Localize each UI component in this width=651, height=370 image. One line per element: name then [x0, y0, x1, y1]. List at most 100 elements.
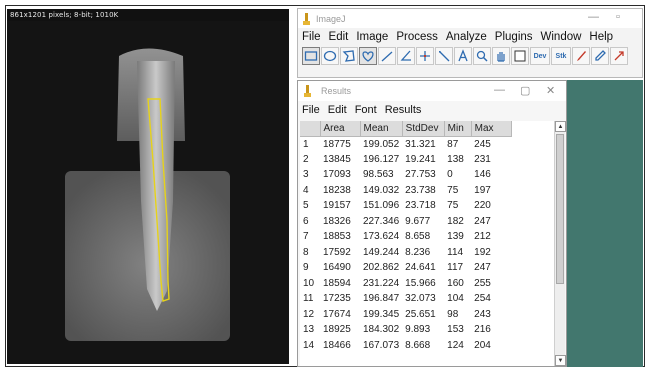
- arrow-tool-icon[interactable]: [610, 47, 628, 65]
- table-cell: 8.236: [405, 246, 431, 258]
- results-table-container[interactable]: Area Mean StdDev Min Max 1 18775 199.052 31…: [300, 121, 554, 366]
- table-row[interactable]: 8 17592 149.244 8.236 114 192: [300, 245, 511, 261]
- imagej-toolbar: Dev Stk: [298, 45, 642, 67]
- table-cell: 11: [303, 293, 314, 305]
- table-row[interactable]: 11 17235 196.847 32.073 104 254: [300, 291, 511, 307]
- table-cell: 247: [474, 262, 491, 274]
- column-header-index[interactable]: [300, 121, 321, 137]
- imagej-microscope-icon: [302, 12, 311, 25]
- column-header-stddev[interactable]: StdDev: [402, 121, 445, 137]
- results-menu-edit[interactable]: Edit: [327, 103, 347, 116]
- results-close-icon[interactable]: ✕: [546, 85, 556, 97]
- image-window[interactable]: 861x1201 pixels; 8-bit; 1010K: [7, 9, 289, 364]
- table-cell: 0: [447, 169, 453, 181]
- column-header-max[interactable]: Max: [471, 121, 512, 137]
- table-row[interactable]: 2 13845 196.127 19.241 138 231: [300, 152, 511, 168]
- scroll-up-arrow-icon[interactable]: ▲: [555, 121, 566, 132]
- table-cell: 139: [447, 231, 464, 243]
- results-window[interactable]: Results — ▢ ✕ File Edit Font Results Are…: [297, 80, 567, 367]
- hand-tool-icon[interactable]: [492, 47, 510, 65]
- table-cell: 173.624: [363, 231, 400, 243]
- wand-tool-icon[interactable]: [435, 47, 453, 65]
- results-menu-font[interactable]: Font: [354, 103, 377, 116]
- imagej-window[interactable]: ImageJ — ▫ File Edit Image Process Analy…: [297, 8, 643, 78]
- table-row[interactable]: 13 18925 184.302 9.893 153 216: [300, 322, 511, 338]
- table-row[interactable]: 12 17674 199.345 25.651 98 243: [300, 307, 511, 323]
- table-row[interactable]: 4 18238 149.032 23.738 75 197: [300, 183, 511, 199]
- angle-tool-icon[interactable]: [397, 47, 415, 65]
- imagej-titlebar[interactable]: ImageJ — ▫: [298, 9, 642, 28]
- table-cell: 18238: [323, 184, 351, 196]
- table-cell: 32.073: [405, 293, 436, 305]
- table-row[interactable]: 7 18853 173.624 8.658 139 212: [300, 229, 511, 245]
- table-cell: 15.966: [405, 277, 436, 289]
- maximize-icon[interactable]: ▫: [616, 11, 620, 23]
- dropper-tool-icon[interactable]: [591, 47, 609, 65]
- menu-image[interactable]: Image: [356, 30, 389, 43]
- results-menu-results[interactable]: Results: [384, 103, 422, 116]
- table-cell: 227.346: [363, 215, 400, 227]
- table-row[interactable]: 10 18594 231.224 15.966 160 255: [300, 276, 511, 292]
- column-header-area[interactable]: Area: [320, 121, 361, 137]
- dev-tool-icon[interactable]: Dev: [530, 47, 550, 65]
- table-cell: 23.738: [405, 184, 436, 196]
- results-titlebar[interactable]: Results — ▢ ✕: [298, 81, 566, 101]
- table-cell: 16490: [323, 262, 351, 274]
- brush-tool-icon[interactable]: [572, 47, 590, 65]
- table-cell: 75: [447, 184, 459, 196]
- table-row[interactable]: 5 19157 151.096 23.718 75 220: [300, 198, 511, 214]
- freehand-tool-icon[interactable]: [359, 47, 377, 65]
- results-maximize-icon[interactable]: ▢: [520, 85, 531, 97]
- magnifier-tool-icon[interactable]: [473, 47, 491, 65]
- scroll-thumb[interactable]: [556, 134, 564, 284]
- table-cell: 182: [447, 215, 464, 227]
- table-cell: 18594: [323, 277, 351, 289]
- table-cell: 153: [447, 324, 464, 336]
- table-cell: 255: [474, 277, 491, 289]
- stk-tool-icon[interactable]: Stk: [551, 47, 571, 65]
- table-cell: 160: [447, 277, 464, 289]
- table-cell: 10: [303, 277, 315, 289]
- table-cell: 9.677: [405, 215, 431, 227]
- column-header-min[interactable]: Min: [444, 121, 472, 137]
- menu-help[interactable]: Help: [589, 30, 614, 43]
- menu-edit[interactable]: Edit: [328, 30, 349, 43]
- text-tool-icon[interactable]: [454, 47, 472, 65]
- minimize-icon[interactable]: —: [588, 11, 599, 23]
- table-cell: 149.032: [363, 184, 400, 196]
- rectangle-tool-icon[interactable]: [302, 47, 320, 65]
- xray-image[interactable]: [7, 21, 289, 364]
- table-cell: 12: [303, 308, 315, 320]
- scroll-down-arrow-icon[interactable]: ▼: [555, 355, 566, 366]
- polygon-tool-icon[interactable]: [340, 47, 358, 65]
- table-cell: 87: [447, 138, 459, 150]
- results-scrollbar[interactable]: ▲ ▼: [554, 121, 566, 366]
- table-row[interactable]: 9 16490 202.862 24.641 117 247: [300, 260, 511, 276]
- results-menu-file[interactable]: File: [302, 103, 320, 116]
- menu-window[interactable]: Window: [540, 30, 582, 43]
- table-cell: 17674: [323, 308, 351, 320]
- menu-analyze[interactable]: Analyze: [445, 30, 487, 43]
- table-cell: 117: [447, 262, 464, 274]
- table-row[interactable]: 6 18326 227.346 9.677 182 247: [300, 214, 511, 230]
- table-cell: 124: [447, 339, 464, 351]
- table-row[interactable]: 3 17093 98.563 27.753 0 146: [300, 167, 511, 183]
- line-tool-icon[interactable]: [378, 47, 396, 65]
- table-cell: 24.641: [405, 262, 436, 274]
- menu-process[interactable]: Process: [396, 30, 438, 43]
- results-minimize-icon[interactable]: —: [494, 84, 505, 96]
- table-cell: 197: [474, 184, 491, 196]
- table-cell: 184.302: [363, 324, 400, 336]
- table-cell: 19157: [323, 200, 351, 212]
- color-picker-tool-icon[interactable]: [511, 47, 529, 65]
- point-tool-icon[interactable]: [416, 47, 434, 65]
- table-cell: 1: [303, 138, 309, 150]
- menu-file[interactable]: File: [302, 30, 321, 43]
- oval-tool-icon[interactable]: [321, 47, 339, 65]
- column-header-mean[interactable]: Mean: [360, 121, 403, 137]
- menu-plugins[interactable]: Plugins: [494, 30, 533, 43]
- table-cell: 8.658: [405, 231, 431, 243]
- table-cell: 14: [303, 339, 315, 351]
- table-row[interactable]: 14 18466 167.073 8.668 124 204: [300, 338, 511, 354]
- table-row[interactable]: 1 18775 199.052 31.321 87 245: [300, 136, 511, 152]
